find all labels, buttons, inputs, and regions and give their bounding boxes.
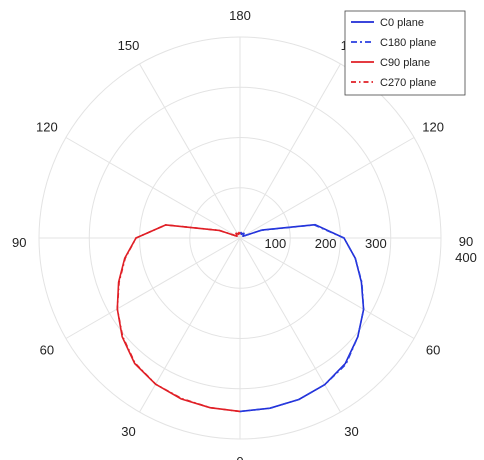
angular-spoke-330 [139,237,241,413]
angle-tick-label: 120 [36,120,58,135]
legend-box [344,10,466,96]
tick-labels: 0306012015018015012060309090100200300400 [12,8,477,460]
polar-grid [38,36,442,440]
angle-tick-label: 0 [236,454,243,460]
legend-label: C0 plane [380,17,424,29]
series-line-c0-plane [239,223,365,413]
series-line-c270-plane [116,224,241,413]
angular-spoke-30 [239,237,341,413]
angle-tick-label: 150 [118,38,140,53]
angle-tick-label: 180 [229,8,251,23]
angle-tick-label: 30 [344,424,358,439]
legend-label: C180 plane [380,37,436,49]
angular-spoke-60 [239,237,415,339]
radial-tick-label: 400 [455,250,477,265]
series-layer [116,223,365,413]
angle-tick-label: 120 [422,120,444,135]
series-line-c180-plane [239,224,365,413]
angle-tick-label: 90 [459,234,473,249]
angular-spoke-240 [65,137,241,239]
radial-tick-label: 200 [315,236,337,251]
legend: C0 plane C180 plane C90 plane C270 plane [344,10,466,96]
radial-tick-label: 100 [265,236,287,251]
angular-spoke-300 [65,237,241,339]
angle-tick-label: 90 [12,235,26,250]
angular-spoke-120 [239,137,415,239]
angular-spoke-150 [239,63,341,239]
angular-spoke-210 [139,63,241,239]
angle-tick-label: 30 [121,424,135,439]
angle-tick-label: 60 [426,343,440,358]
angle-tick-label: 60 [40,343,54,358]
legend-label: C270 plane [380,77,436,89]
radial-tick-label: 300 [365,236,387,251]
legend-label: C90 plane [380,57,430,69]
